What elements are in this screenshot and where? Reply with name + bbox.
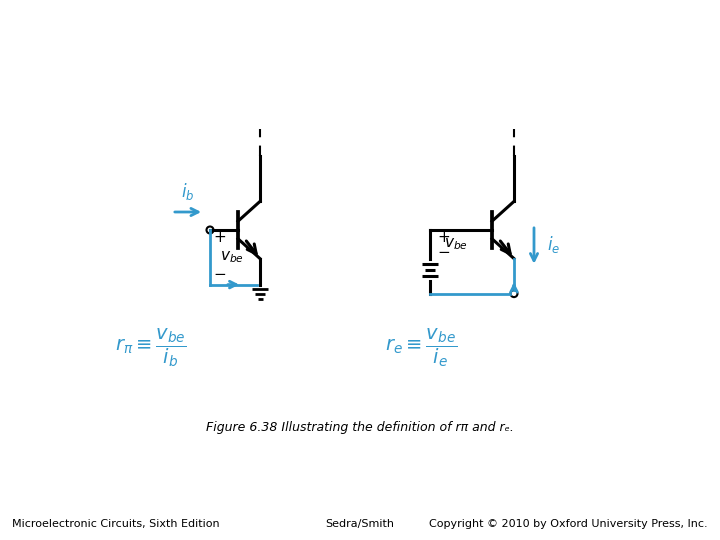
Text: Figure 6.38 Illustrating the definition of rπ and rₑ.: Figure 6.38 Illustrating the definition … xyxy=(206,422,514,435)
Text: $-$: $-$ xyxy=(213,265,227,280)
Text: $v_{be}$: $v_{be}$ xyxy=(444,237,468,252)
Text: $i_e$: $i_e$ xyxy=(547,234,560,255)
Text: $i_b$: $i_b$ xyxy=(181,181,194,202)
Text: Sedra/Smith: Sedra/Smith xyxy=(325,519,395,529)
Text: $r_e \equiv \dfrac{v_{be}}{i_e}$: $r_e \equiv \dfrac{v_{be}}{i_e}$ xyxy=(385,327,457,369)
Text: Microelectronic Circuits, Sixth Edition: Microelectronic Circuits, Sixth Edition xyxy=(12,519,220,529)
Text: +: + xyxy=(438,231,451,246)
Text: Copyright © 2010 by Oxford University Press, Inc.: Copyright © 2010 by Oxford University Pr… xyxy=(429,519,708,529)
Text: +: + xyxy=(214,231,226,246)
Text: $r_\pi \equiv \dfrac{v_{be}}{i_b}$: $r_\pi \equiv \dfrac{v_{be}}{i_b}$ xyxy=(115,327,187,369)
Text: $v_{be}$: $v_{be}$ xyxy=(220,249,244,265)
Text: $-$: $-$ xyxy=(438,243,451,258)
